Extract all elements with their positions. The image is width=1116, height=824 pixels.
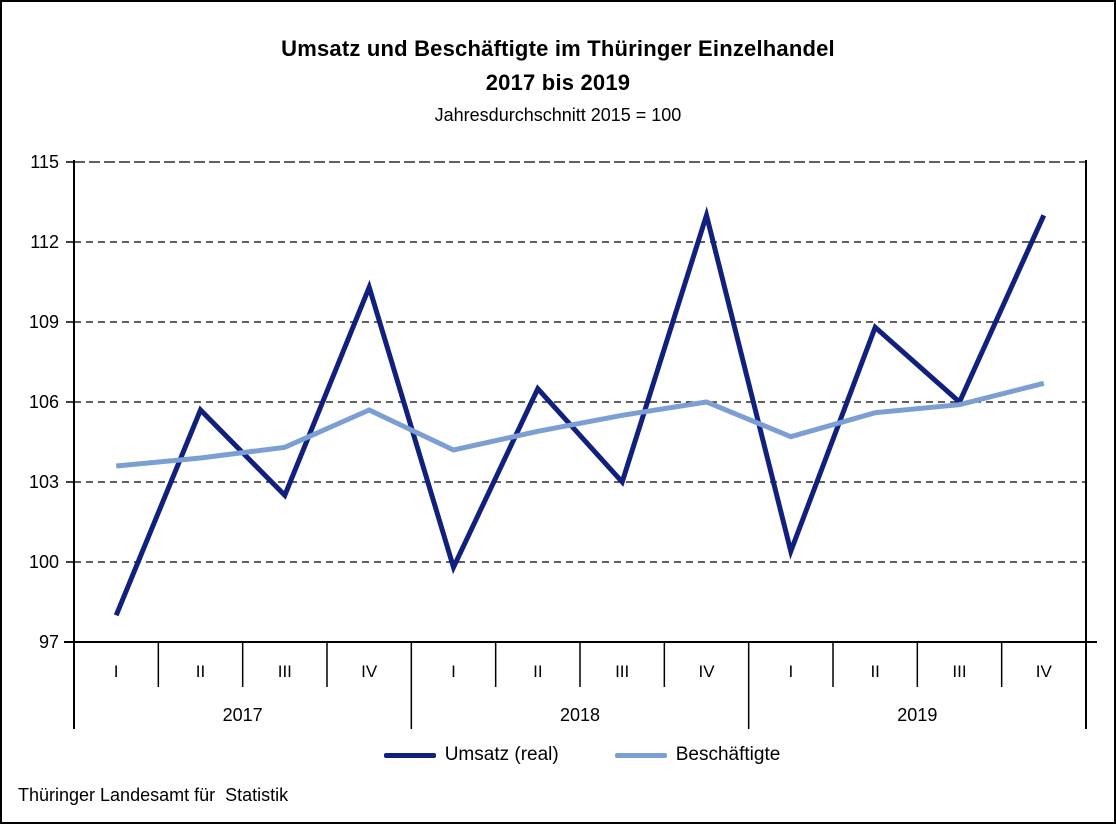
y-axis-label-115: 115 — [30, 152, 59, 172]
quarter-label: III — [615, 662, 629, 681]
chart-subtitle: Jahresdurchschnitt 2015 = 100 — [434, 105, 682, 125]
quarter-label: I — [788, 662, 793, 681]
series-line-umsatz — [113, 206, 1047, 617]
quarter-label: IV — [1036, 662, 1053, 681]
legend-label-umsatz: Umsatz (real) — [444, 744, 559, 765]
title-block: Umsatz und Beschäftigte im Thüringer Ein… — [2, 32, 1114, 130]
quarter-label: II — [533, 662, 542, 681]
source-text: Thüringer Landesamt für Statistik — [18, 785, 289, 805]
year-label-2017: 2017 — [223, 705, 263, 725]
chart-title-line2: 2017 bis 2019 — [485, 70, 631, 95]
quarter-label: IV — [361, 662, 378, 681]
legend-label-beschaeftigte: Beschäftigte — [675, 744, 781, 765]
x-axis-quarter-cells: I II III IV I II III IV I II III IV — [114, 642, 1053, 729]
y-axis-label-103: 103 — [29, 472, 59, 492]
series-line-beschaeftigte — [115, 380, 1045, 469]
y-axis-label-106: 106 — [29, 392, 59, 412]
y-axis-label-97: 97 — [39, 632, 59, 652]
legend-line-beschaeftigte-swatch — [614, 752, 667, 758]
year-label-2019: 2019 — [897, 705, 937, 725]
quarter-label: I — [114, 662, 119, 681]
legend-line-umsatz-swatch — [383, 752, 436, 758]
data-series-lines — [113, 206, 1047, 617]
gridlines — [74, 161, 1086, 563]
y-axis-ticks — [66, 161, 74, 643]
legend-item-umsatz: Umsatz (real) — [383, 744, 559, 766]
quarter-label: II — [870, 662, 879, 681]
legend: Umsatz (real) Beschäftigte — [76, 744, 1088, 766]
y-axis-label-109: 109 — [29, 312, 59, 332]
y-axis-label-112: 112 — [30, 232, 59, 252]
legend-item-beschaeftigte: Beschäftigte — [614, 744, 781, 766]
y-axis-labels: 97 100 103 106 109 112 115 — [29, 152, 59, 652]
chart-title-line1: Umsatz und Beschäftigte im Thüringer Ein… — [281, 36, 835, 61]
quarter-label: II — [196, 662, 205, 681]
quarter-label: IV — [698, 662, 715, 681]
year-label-2018: 2018 — [560, 705, 600, 725]
quarter-label: III — [952, 662, 966, 681]
quarter-label: I — [451, 662, 456, 681]
quarter-label: III — [278, 662, 292, 681]
x-axis-year-labels: 2017 2018 2019 — [223, 705, 938, 725]
y-axis-label-100: 100 — [29, 552, 59, 572]
